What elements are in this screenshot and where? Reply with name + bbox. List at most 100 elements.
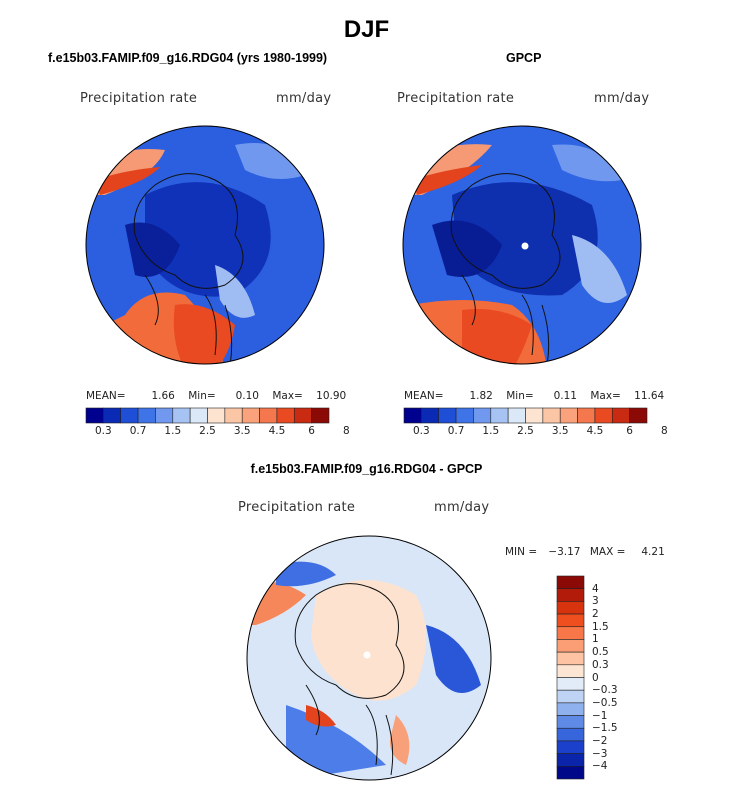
panel1-atlantic-mid <box>173 304 235 364</box>
panel2-arctic-low <box>452 182 598 296</box>
panel1-colorbar-tick-label: 6 <box>308 425 315 437</box>
panel2-colorbar-tick-label: 8 <box>661 425 668 437</box>
panel1-colorbar-swatch <box>85 407 104 424</box>
panel3-title: f.e15b03.FAMIP.f09_g16.RDG04 - GPCP <box>250 462 483 476</box>
panel2-colorbar-tick-label: 0.7 <box>447 425 465 437</box>
panel1-canada-low <box>125 222 180 277</box>
panel2-colorbar-swatch <box>507 407 526 424</box>
panel1-max-value: 10.90 <box>316 390 347 402</box>
panel2-pacific-band <box>412 165 482 195</box>
panel2-max-value: 11.64 <box>634 390 665 402</box>
panel1-colorbar-swatch <box>137 407 156 424</box>
panel1-light-patch <box>215 265 255 318</box>
panel1-colorbar-swatch <box>241 407 260 424</box>
panel2-colorbar-swatch <box>559 407 578 424</box>
panel1-colorbar-tick-label: 1.5 <box>164 425 182 437</box>
panel2-colorbar-swatch <box>542 407 561 424</box>
panel2-max-label: Max= <box>590 390 621 402</box>
panel2-colorbar-swatch <box>421 407 440 424</box>
panel3-max-label: MAX = <box>589 546 626 558</box>
panel2-colorbar-ticks: 0.3 0.7 1.5 2.5 3.5 4.5 6 8 <box>404 425 668 439</box>
panel2-colorbar-tick-label: 2.5 <box>517 425 534 437</box>
panel2-field-label: Precipitation rate <box>397 91 515 106</box>
panel3-min-value: −3.17 <box>548 546 581 558</box>
panel3-coastline-2 <box>305 684 394 776</box>
panel2-coastline <box>450 173 561 289</box>
panel3-atlantic-negative <box>286 705 386 780</box>
panel2-colorbar-swatch <box>525 407 544 424</box>
panel1-colorbar-swatch <box>120 407 139 424</box>
panel3-colorbar-tick-label: −1.5 <box>592 722 618 735</box>
panel2-colorbar-tick-label: 3.5 <box>551 425 569 437</box>
panel3-colorbar-tick-label: −3 <box>592 747 608 760</box>
panel3-arctic-positive <box>311 580 426 701</box>
panel3-pole-marker <box>363 651 371 659</box>
panel1-title: f.e15b03.FAMIP.f09_g16.RDG04 (yrs 1980-1… <box>48 51 328 65</box>
panel3-colorbar-swatch <box>556 740 585 754</box>
panel1-stats: MEAN= 1.66 Min= 0.10 Max= 10.90 <box>86 390 346 402</box>
panel1-colorbar-tick-label: 0.7 <box>129 425 147 437</box>
panel2-min-value: 0.11 <box>553 390 577 402</box>
panel2-coastline-2 <box>461 274 550 364</box>
panel1-arctic-low <box>145 182 271 297</box>
panel1-colorbar-ticks: 0.3 0.7 1.5 2.5 3.5 4.5 6 8 <box>86 425 350 439</box>
panel2-colorbar-swatch <box>473 407 492 424</box>
panel3-europe-positive <box>390 715 410 765</box>
panel3-colorbar-swatch <box>556 753 585 767</box>
panel3-colorbar-swatch <box>556 601 585 615</box>
panel2-title: GPCP <box>506 51 542 65</box>
panel1-colorbar-swatch <box>207 407 226 424</box>
panel1-colorbar-swatch <box>224 407 243 424</box>
panel3-colorbar-swatch <box>556 639 585 653</box>
panel1-min-value: 0.10 <box>235 390 259 402</box>
panel2-canada-low <box>432 220 502 277</box>
panel1-colorbar-swatch <box>103 407 122 424</box>
panel3-east-negative <box>426 625 481 693</box>
panel2-min-label: Min= <box>506 390 534 402</box>
panel1-colorbar-tick-label: 2.5 <box>199 425 216 437</box>
panel2-colorbar-swatch <box>403 407 422 424</box>
panel1-colorbar-swatch <box>259 407 278 424</box>
panel1-coastline-2 <box>144 274 233 364</box>
panel3-colorbar-swatch <box>556 727 585 742</box>
panel3-colorbar-tick-label: −2 <box>592 734 608 747</box>
panel3-colorbar-tick-label: −0.3 <box>592 684 618 697</box>
panel3-colorbar-swatch <box>556 588 585 602</box>
panel3-colorbar-tick-label: −4 <box>592 760 608 773</box>
panel3-colorbar-tick-label: 1 <box>592 633 599 646</box>
panel3-colorbar-swatch <box>556 613 585 628</box>
panel3-colorbar-swatch <box>556 677 585 691</box>
panel1-mean-value: 1.66 <box>151 390 175 402</box>
panel2-map <box>402 125 642 365</box>
panel2-colorbar-swatch <box>490 407 509 424</box>
panel3-colorbar-swatch <box>556 575 585 589</box>
panel2-colorbar-swatch <box>455 407 474 424</box>
panel1-colorbar <box>85 407 330 424</box>
panel1-colorbar-tick-label: 3.5 <box>233 425 251 437</box>
panel3-colorbar-tick-label: 0.5 <box>592 646 609 659</box>
panel3-units: mm/day <box>434 500 490 515</box>
panel2-mean-value: 1.82 <box>469 390 493 402</box>
panel1-coastline <box>133 173 244 289</box>
panel3-colorbar-tick-label: 0 <box>592 671 599 684</box>
panel1-min-label: Min= <box>188 390 216 402</box>
panel3-colorbar-swatch <box>556 766 585 780</box>
panel2-atlantic-mid <box>462 309 532 364</box>
panel2-colorbar-tick-label: 1.5 <box>482 425 500 437</box>
panel2-colorbar-swatch <box>611 407 630 424</box>
panel1-colorbar-swatch <box>276 407 295 424</box>
panel1-colorbar-tick-label: 8 <box>343 425 350 437</box>
panel1-colorbar-swatch <box>293 407 312 424</box>
panel3-colorbar-tick-label: −0.5 <box>592 696 618 709</box>
panel2-light-patch <box>572 235 627 303</box>
panel1-colorbar-swatch <box>155 407 174 424</box>
panel3-colorbar-tick-label: 1.5 <box>592 620 609 633</box>
panel3-coastline <box>294 583 405 699</box>
panel3-min-label: MIN = <box>505 546 538 558</box>
panel2-colorbar-swatch <box>629 407 648 424</box>
panel1-colorbar-swatch <box>189 407 208 424</box>
panel2-colorbar-swatch <box>438 407 457 424</box>
panel3-colorbar-swatch <box>556 626 585 640</box>
panel1-pacific-band <box>95 167 160 195</box>
panel1-colorbar-tick-label: 0.3 <box>94 425 112 437</box>
